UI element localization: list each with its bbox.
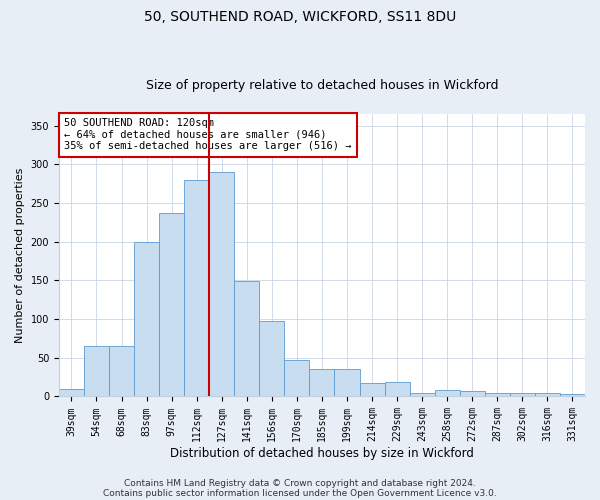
Text: 50 SOUTHEND ROAD: 120sqm
← 64% of detached houses are smaller (946)
35% of semi-: 50 SOUTHEND ROAD: 120sqm ← 64% of detach… xyxy=(64,118,352,152)
Bar xyxy=(259,322,284,396)
Text: Contains public sector information licensed under the Open Government Licence v3: Contains public sector information licen… xyxy=(103,488,497,498)
Bar xyxy=(310,370,334,396)
Bar xyxy=(485,394,510,396)
Bar xyxy=(84,346,109,397)
Bar xyxy=(359,382,385,396)
Bar xyxy=(109,346,134,397)
Title: Size of property relative to detached houses in Wickford: Size of property relative to detached ho… xyxy=(146,79,498,92)
Bar xyxy=(385,382,410,396)
Bar xyxy=(159,213,184,396)
Bar xyxy=(460,391,485,396)
Bar xyxy=(134,242,159,396)
Bar xyxy=(209,172,234,396)
Y-axis label: Number of detached properties: Number of detached properties xyxy=(15,168,25,343)
Bar xyxy=(560,394,585,396)
Bar xyxy=(234,281,259,396)
Bar xyxy=(284,360,310,397)
Bar xyxy=(184,180,209,396)
X-axis label: Distribution of detached houses by size in Wickford: Distribution of detached houses by size … xyxy=(170,447,474,460)
Bar xyxy=(510,392,535,396)
Bar xyxy=(59,388,84,396)
Bar xyxy=(434,390,460,396)
Bar xyxy=(334,370,359,396)
Bar xyxy=(535,394,560,396)
Bar xyxy=(410,392,434,396)
Text: 50, SOUTHEND ROAD, WICKFORD, SS11 8DU: 50, SOUTHEND ROAD, WICKFORD, SS11 8DU xyxy=(144,10,456,24)
Text: Contains HM Land Registry data © Crown copyright and database right 2024.: Contains HM Land Registry data © Crown c… xyxy=(124,478,476,488)
